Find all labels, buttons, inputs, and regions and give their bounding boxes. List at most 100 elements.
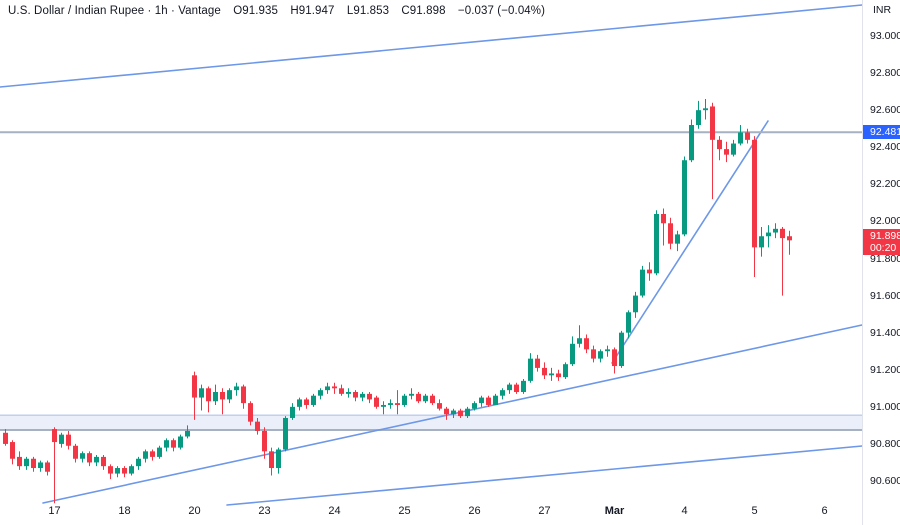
candle[interactable] xyxy=(577,338,582,344)
candle[interactable] xyxy=(458,410,463,417)
candle[interactable] xyxy=(108,466,113,474)
candle[interactable] xyxy=(304,399,309,405)
candle[interactable] xyxy=(248,403,253,422)
candle[interactable] xyxy=(143,451,148,459)
candle[interactable] xyxy=(31,458,36,469)
candle[interactable] xyxy=(171,440,176,448)
candle[interactable] xyxy=(318,390,323,396)
candle[interactable] xyxy=(87,453,92,463)
candle[interactable] xyxy=(416,393,421,402)
candle[interactable] xyxy=(367,393,372,400)
candle[interactable] xyxy=(80,453,85,459)
candle[interactable] xyxy=(150,451,155,457)
trendline-1[interactable] xyxy=(0,4,863,88)
candle[interactable] xyxy=(542,367,547,376)
candle[interactable] xyxy=(619,332,624,367)
candle[interactable] xyxy=(192,375,197,398)
candle[interactable] xyxy=(626,312,631,333)
candle[interactable] xyxy=(353,392,358,398)
candle[interactable] xyxy=(45,462,50,472)
candle[interactable] xyxy=(549,373,554,376)
candle[interactable] xyxy=(178,436,183,448)
candle[interactable] xyxy=(388,403,393,405)
candle[interactable] xyxy=(206,388,211,402)
candle[interactable] xyxy=(640,269,645,296)
candle[interactable] xyxy=(122,468,127,474)
candle[interactable] xyxy=(220,392,225,400)
candle[interactable] xyxy=(115,468,120,474)
candle[interactable] xyxy=(3,432,8,444)
candle[interactable] xyxy=(24,458,29,467)
candle[interactable] xyxy=(283,417,288,450)
candle[interactable] xyxy=(731,143,736,155)
candle[interactable] xyxy=(724,149,729,155)
candle[interactable] xyxy=(10,442,15,459)
candle[interactable] xyxy=(199,388,204,398)
candle[interactable] xyxy=(101,456,106,467)
candle[interactable] xyxy=(668,223,673,244)
candle[interactable] xyxy=(213,392,218,402)
candle[interactable] xyxy=(787,236,792,241)
candle[interactable] xyxy=(129,466,134,474)
time-axis[interactable]: 17 18 20 23 24 25 26 27 Mar 4 5 6 xyxy=(0,501,862,525)
candle[interactable] xyxy=(262,430,267,452)
candle[interactable] xyxy=(227,390,232,400)
candle[interactable] xyxy=(675,234,680,244)
candle[interactable] xyxy=(325,386,330,391)
candle[interactable] xyxy=(360,393,365,398)
candle[interactable] xyxy=(255,421,260,431)
candle[interactable] xyxy=(444,408,449,415)
candle[interactable] xyxy=(409,393,414,396)
candle[interactable] xyxy=(234,386,239,391)
candle[interactable] xyxy=(682,160,687,235)
price-axis[interactable]: INR 93.000 92.800 92.600 92.400 92.200 92.000… xyxy=(862,0,900,525)
candle[interactable] xyxy=(738,132,743,144)
candle[interactable] xyxy=(766,232,771,237)
trendline-3[interactable] xyxy=(226,445,863,506)
candle[interactable] xyxy=(346,392,351,394)
candle[interactable] xyxy=(717,139,722,150)
candle[interactable] xyxy=(493,395,498,405)
candle[interactable] xyxy=(17,456,22,467)
candle[interactable] xyxy=(710,106,715,140)
symbol-title[interactable]: U.S. Dollar / Indian Rupee · 1h · Vantag… xyxy=(8,5,221,17)
candle[interactable] xyxy=(185,430,190,437)
candle[interactable] xyxy=(395,403,400,405)
candle[interactable] xyxy=(472,403,477,409)
candle[interactable] xyxy=(661,214,666,224)
candle[interactable] xyxy=(38,462,43,469)
candle[interactable] xyxy=(780,228,785,239)
candle[interactable] xyxy=(633,295,638,313)
candle[interactable] xyxy=(696,110,701,125)
candle[interactable] xyxy=(591,349,596,359)
trendline-4[interactable] xyxy=(611,120,769,364)
candle[interactable] xyxy=(514,384,519,392)
candle[interactable] xyxy=(52,429,57,443)
candle[interactable] xyxy=(437,403,442,409)
support-zone[interactable] xyxy=(0,415,862,431)
candle[interactable] xyxy=(94,456,99,463)
candle[interactable] xyxy=(528,358,533,381)
candle[interactable] xyxy=(535,358,540,368)
candle[interactable] xyxy=(402,395,407,405)
candle[interactable] xyxy=(745,132,750,140)
candle[interactable] xyxy=(479,397,484,404)
candle[interactable] xyxy=(276,449,281,469)
candle[interactable] xyxy=(605,349,610,352)
candle[interactable] xyxy=(381,404,386,407)
candle[interactable] xyxy=(486,397,491,405)
symbol-header[interactable]: U.S. Dollar / Indian Rupee · 1h · Vantag… xyxy=(8,5,554,17)
candle[interactable] xyxy=(598,351,603,359)
candle[interactable] xyxy=(584,338,589,350)
candle[interactable] xyxy=(430,395,435,404)
candle[interactable] xyxy=(500,390,505,396)
candle[interactable] xyxy=(311,395,316,405)
candle[interactable] xyxy=(136,458,141,467)
candle[interactable] xyxy=(773,228,778,233)
candle[interactable] xyxy=(297,399,302,407)
candle[interactable] xyxy=(612,349,617,367)
candle[interactable] xyxy=(290,406,295,418)
candle[interactable] xyxy=(654,214,659,274)
candle[interactable] xyxy=(451,410,456,415)
